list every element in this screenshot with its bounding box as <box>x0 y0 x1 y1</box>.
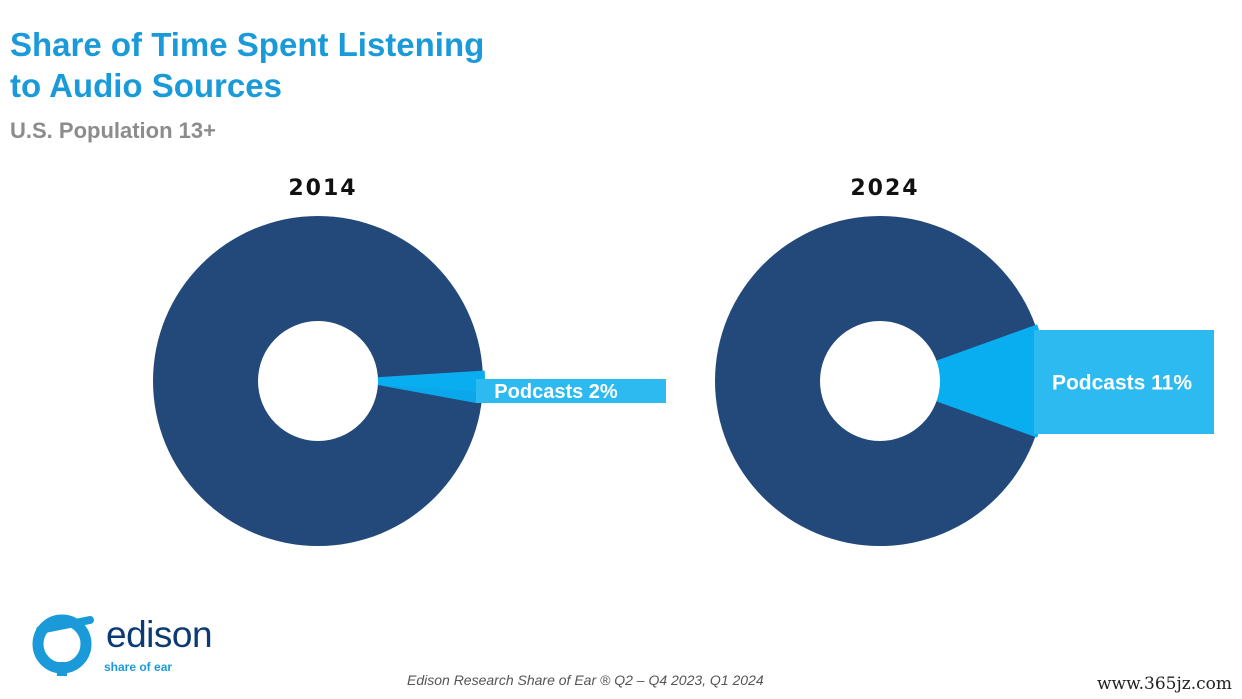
slice-label-podcasts-2014: Podcasts 2% <box>494 381 618 403</box>
edison-logo: edison share of ear <box>28 610 228 680</box>
edison-logo-mark-icon <box>32 614 94 676</box>
callout-connector-2014 <box>375 377 476 403</box>
page-title: Share of Time Spent Listening to Audio S… <box>10 24 484 106</box>
callout-connector-2024 <box>934 330 1034 434</box>
title-line-1: Share of Time Spent Listening <box>10 26 485 63</box>
slice-label-podcasts-2024: Podcasts 11% <box>1052 372 1192 395</box>
watermark: www.365jz.com <box>1097 674 1232 694</box>
donut-hole-2024 <box>820 321 940 441</box>
page-subtitle: U.S. Population 13+ <box>10 118 216 143</box>
chart-title-2024: 2024 <box>850 176 919 201</box>
callout-box-2014 <box>476 379 666 403</box>
title-line-2: to Audio Sources <box>10 67 282 104</box>
donut-hole-2014 <box>258 321 378 441</box>
callout-box-2024 <box>1034 330 1214 434</box>
source-note: Edison Research Share of Ear ® Q2 – Q4 2… <box>407 672 764 688</box>
chart-title-2014: 2014 <box>288 176 357 201</box>
logo-wordmark: edison <box>106 614 213 655</box>
logo-tagline: share of ear <box>104 660 173 674</box>
